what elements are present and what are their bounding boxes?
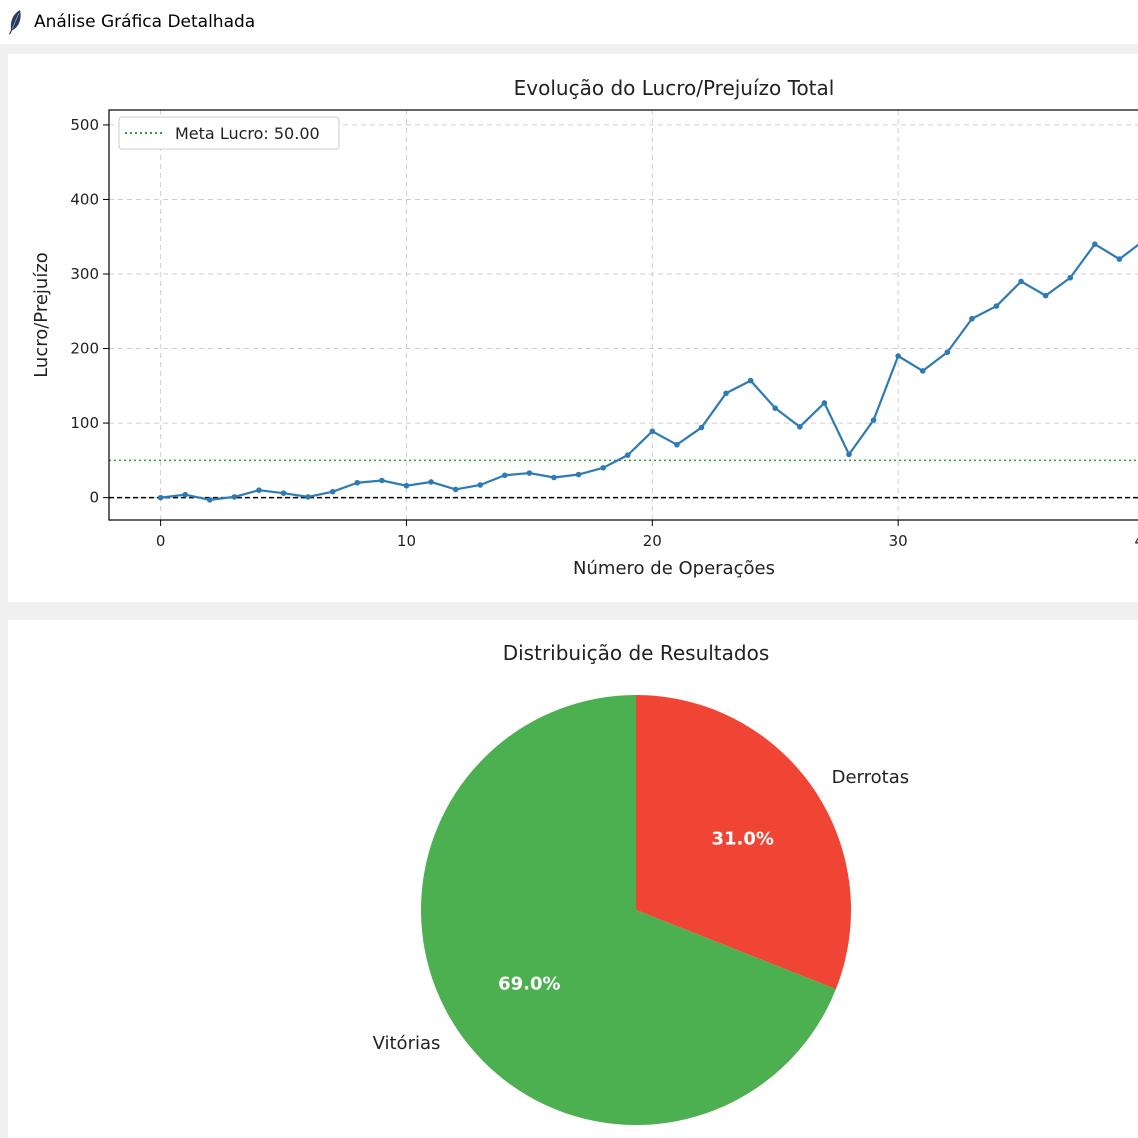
ticks: 0102030400100200300400500 xyxy=(70,116,1138,550)
y-tick-label: 200 xyxy=(70,340,99,358)
window-title: Análise Gráfica Detalhada xyxy=(34,12,256,32)
data-point xyxy=(206,497,213,503)
y-tick-label: 0 xyxy=(89,489,99,507)
y-tick-label: 500 xyxy=(70,116,99,134)
data-point xyxy=(969,315,975,322)
data-point xyxy=(944,349,951,356)
y-axis-label: Lucro/Prejuízo xyxy=(31,252,52,378)
data-point xyxy=(919,368,926,374)
data-point xyxy=(895,353,901,359)
data-point xyxy=(821,400,828,406)
data-point xyxy=(280,490,287,496)
legend-label: Meta Lucro: 50.00 xyxy=(175,124,320,143)
data-point xyxy=(231,494,238,500)
pie-pct-label-vitorias: 69.0% xyxy=(498,974,560,995)
data-point xyxy=(354,479,361,486)
pie-slice-derrotas xyxy=(636,695,851,990)
data-point xyxy=(1042,292,1049,299)
x-tick-label: 10 xyxy=(397,532,416,550)
legend: Meta Lucro: 50.00 xyxy=(118,116,340,150)
data-point xyxy=(379,477,385,484)
pie-label-derrotas: Derrotas xyxy=(832,767,910,788)
data-point xyxy=(993,303,1000,309)
line-chart: 0102030400100200300400500 Evolução do Lu… xyxy=(31,76,1138,579)
data-point xyxy=(649,428,656,435)
data-point xyxy=(428,479,434,485)
reference-lines xyxy=(109,459,1138,499)
data-point xyxy=(329,488,336,495)
data-point xyxy=(600,465,606,471)
feather-icon xyxy=(9,10,21,35)
data-point xyxy=(403,482,410,489)
data-point xyxy=(182,491,189,498)
pie-pct-label-derrotas: 31.0% xyxy=(711,828,773,849)
pie-slice-vitorias xyxy=(421,695,836,1125)
data-point xyxy=(575,471,582,478)
legend-box xyxy=(118,116,340,150)
data-point xyxy=(526,470,533,476)
pie-chart: Distribuição de Resultados 31.0% Derrotas… xyxy=(373,641,910,1125)
data-point xyxy=(157,494,164,501)
y-tick-label: 400 xyxy=(70,190,99,208)
data-point xyxy=(772,405,779,411)
data-point xyxy=(502,472,508,479)
y-tick-label: 300 xyxy=(70,265,99,283)
x-tick-label: 40 xyxy=(1134,532,1138,550)
data-point xyxy=(452,486,459,493)
data-point xyxy=(624,452,631,458)
data-point xyxy=(1018,278,1024,285)
pie-chart-panel: Distribuição de Resultados 31.0% Derrotas… xyxy=(8,620,1138,1138)
pie-title: Distribuição de Resultados xyxy=(503,641,770,665)
line-chart-panel: 0102030400100200300400500 Evolução do Lu… xyxy=(8,54,1138,602)
data-point xyxy=(747,377,754,384)
x-tick-label: 0 xyxy=(156,532,166,550)
data-point xyxy=(1116,256,1123,262)
data-point xyxy=(1092,241,1098,247)
chart-title: Evolução do Lucro/Prejuízo Total xyxy=(514,76,835,100)
data-point xyxy=(477,482,484,488)
pie-label-vitorias: Vitórias xyxy=(373,1033,441,1054)
data-point xyxy=(797,424,803,430)
x-tick-label: 20 xyxy=(643,532,662,550)
title-bar: Análise Gráfica Detalhada xyxy=(0,0,1138,44)
data-point xyxy=(698,424,705,431)
pie-slices: 31.0% Derrotas 69.0% Vitórias xyxy=(373,695,910,1125)
data-point xyxy=(551,474,557,481)
y-tick-label: 100 xyxy=(70,414,99,432)
plot-frame xyxy=(108,109,1138,521)
data-point xyxy=(1067,274,1074,281)
data-point xyxy=(256,487,262,493)
x-tick-label: 30 xyxy=(889,532,908,550)
data-point xyxy=(846,451,852,458)
data-point xyxy=(305,494,311,500)
data-point xyxy=(674,441,680,448)
data-point xyxy=(723,390,729,397)
series-layer xyxy=(157,241,1138,503)
x-axis-label: Número de Operações xyxy=(573,558,775,579)
data-point xyxy=(870,417,877,423)
